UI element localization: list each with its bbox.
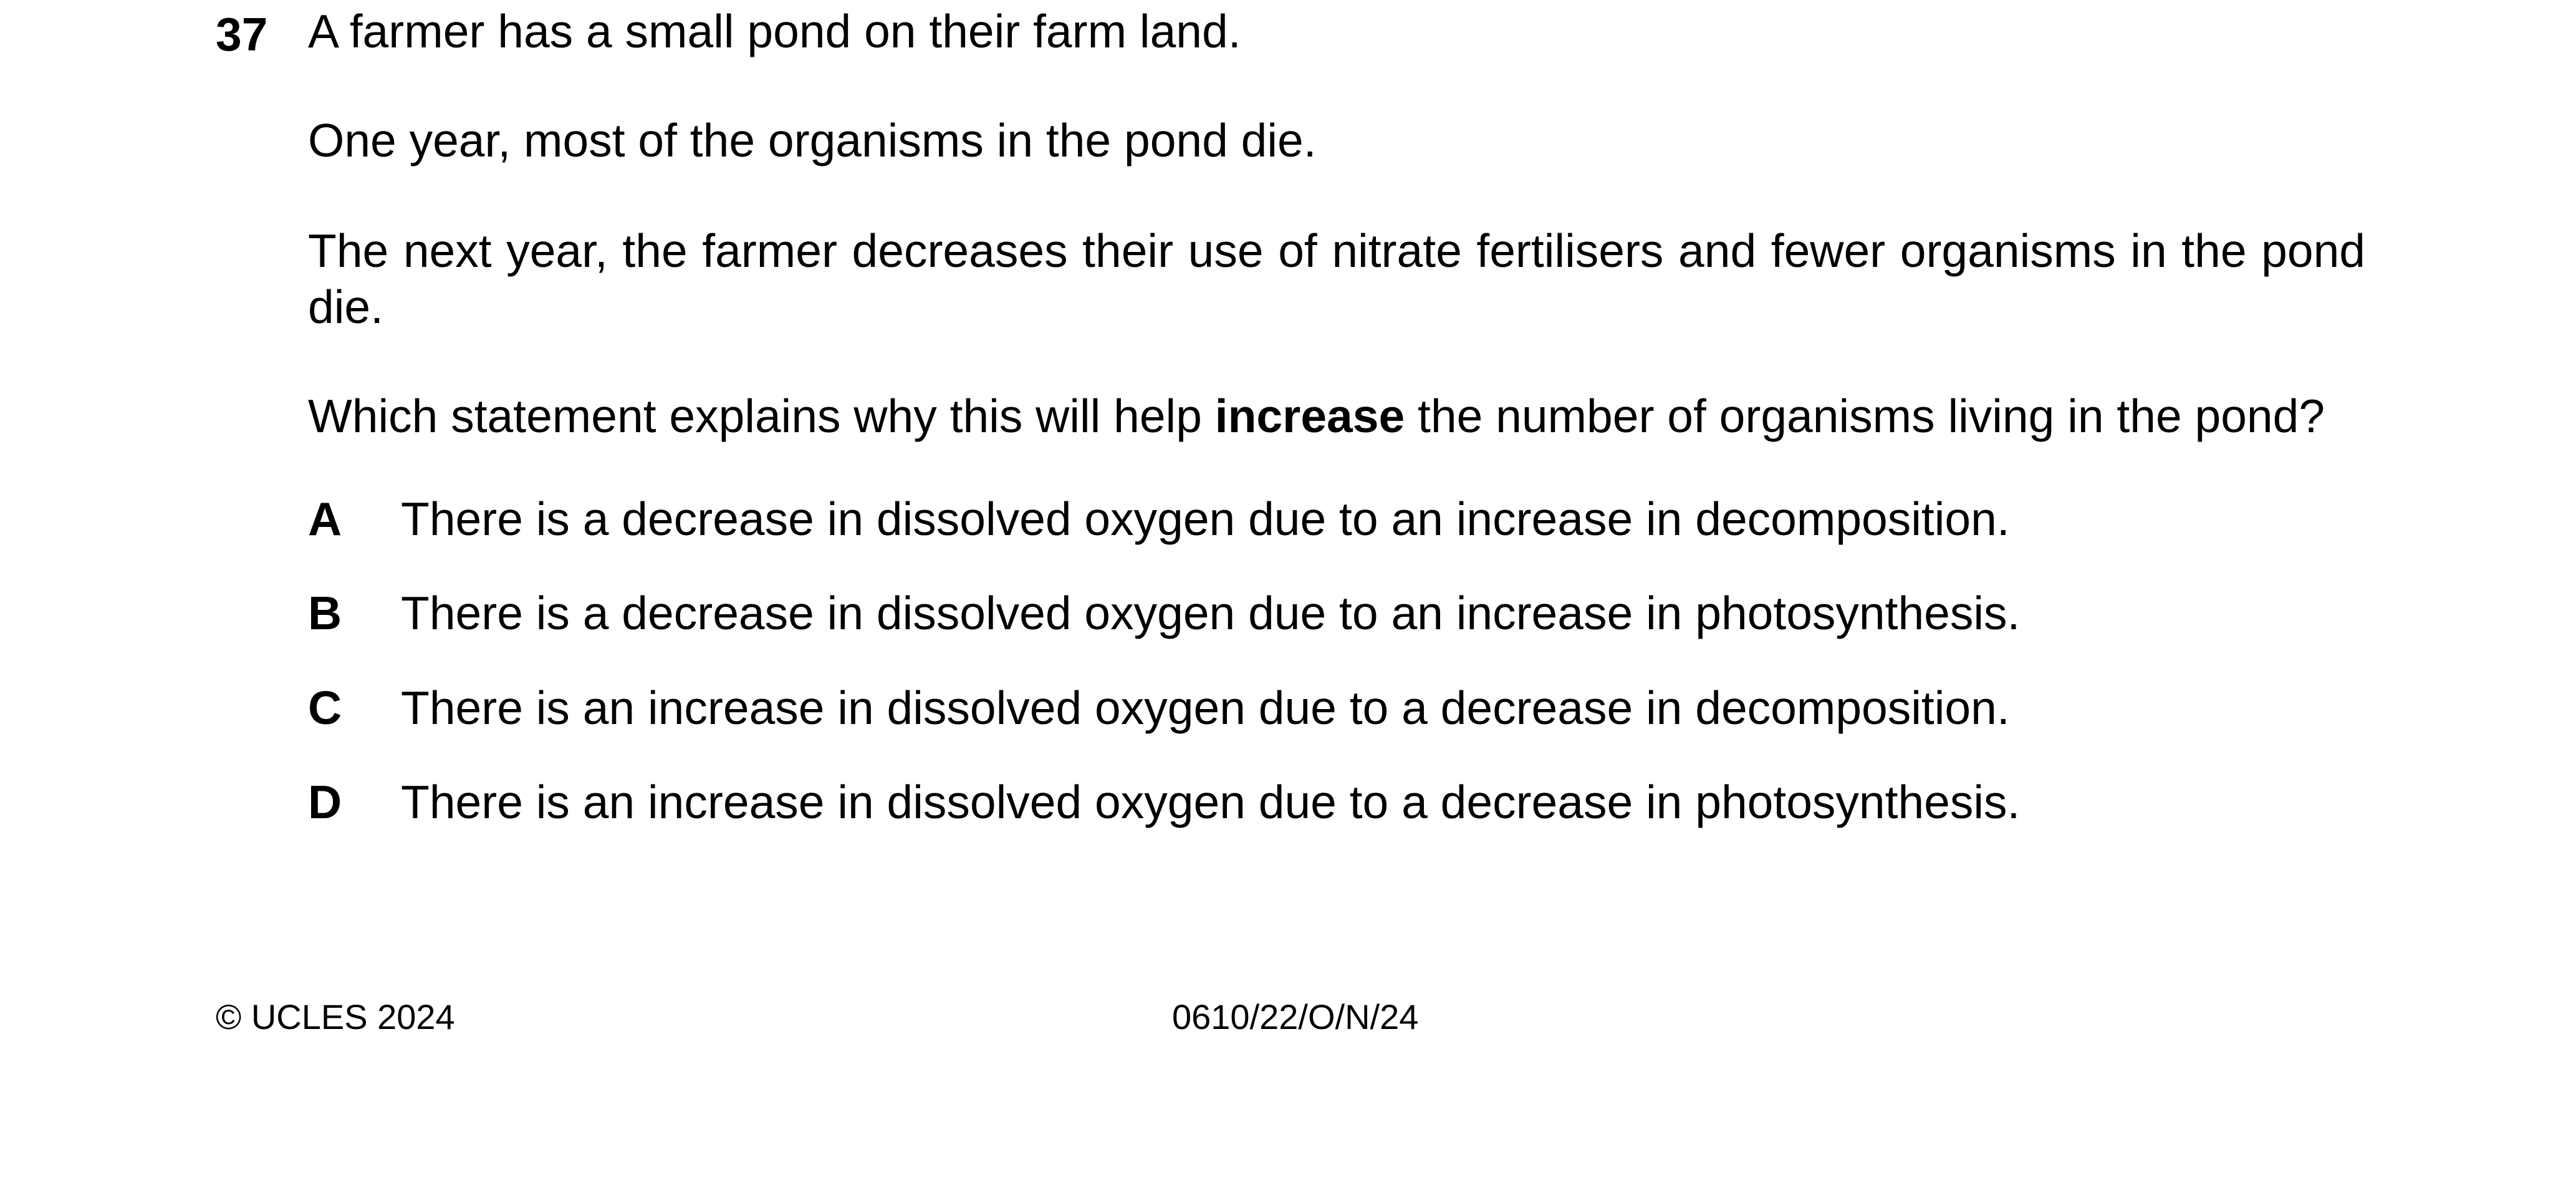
option-text: There is an increase in dissolved oxygen…: [401, 682, 2010, 734]
stem-emphasis: increase: [1214, 390, 1405, 442]
option-text: There is an increase in dissolved oxygen…: [401, 776, 2021, 828]
stem-text-after: the number of organisms living in the po…: [1405, 390, 2325, 442]
option-letter: A: [308, 493, 342, 545]
copyright-notice: © UCLES 2024: [216, 997, 455, 1036]
option-letter: C: [308, 682, 342, 734]
option-letter: D: [308, 776, 342, 828]
option-text: There is a decrease in dissolved oxygen …: [401, 587, 2021, 639]
question-paragraph-1: A farmer has a small pond on their farm …: [308, 5, 1241, 57]
question-stem: Which statement explains why this will h…: [308, 388, 2365, 444]
option-letter: B: [308, 587, 342, 639]
stem-text-before: Which statement explains why this will h…: [308, 390, 1215, 442]
question-number: 37: [216, 8, 268, 60]
question-paragraph-3: The next year, the farmer decreases thei…: [308, 225, 2365, 333]
option-text: There is a decrease in dissolved oxygen …: [401, 493, 2010, 545]
question-paragraph-2: One year, most of the organisms in the p…: [308, 114, 1317, 167]
paper-code: 0610/22/O/N/24: [1172, 997, 1419, 1036]
